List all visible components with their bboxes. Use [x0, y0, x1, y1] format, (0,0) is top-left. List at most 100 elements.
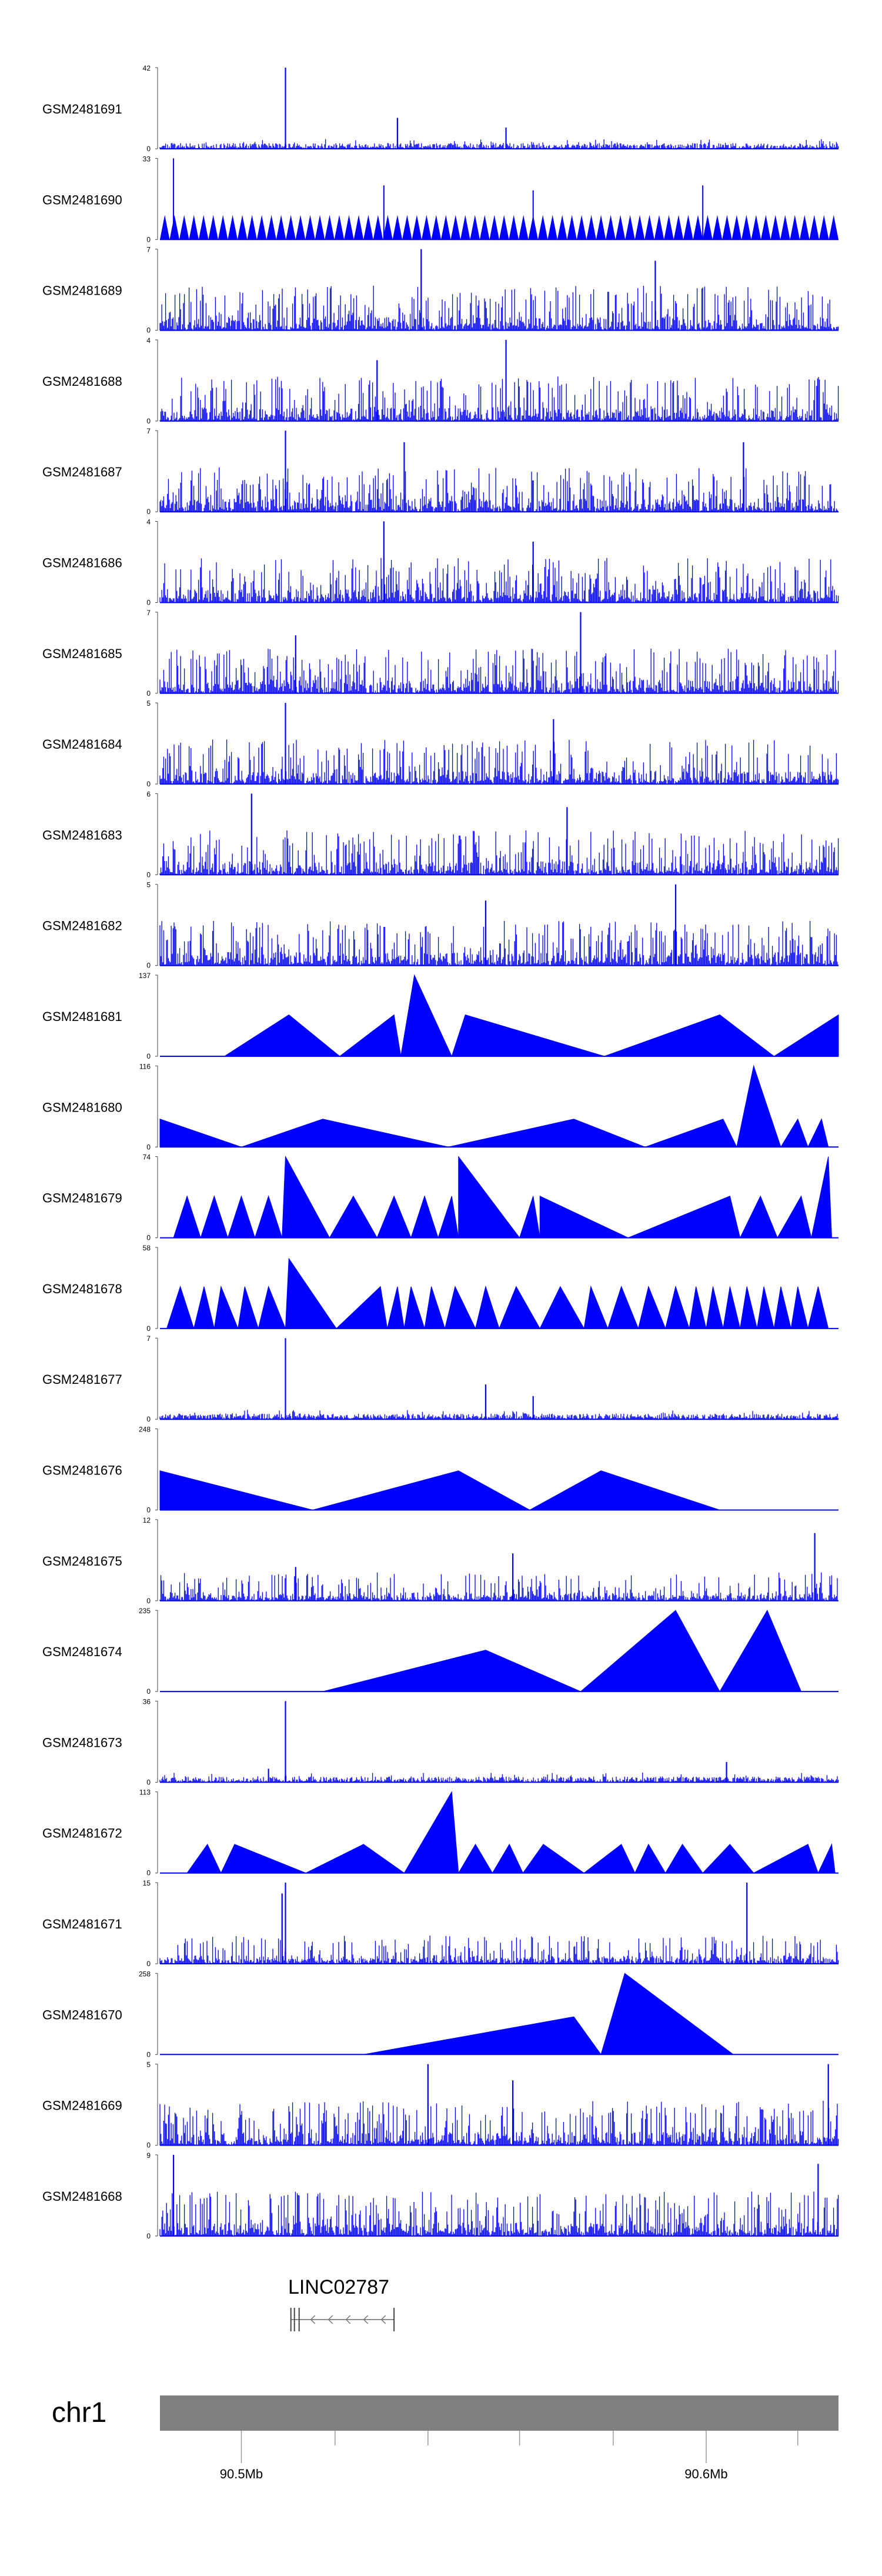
signal-peak: [811, 1156, 832, 1239]
signal-peak: [159, 1119, 242, 1147]
signal-peak: [664, 1843, 704, 1874]
signal-peak: [285, 1257, 337, 1329]
signal-peak: [282, 1155, 330, 1239]
strand-arrow: [363, 2315, 369, 2324]
signal-peak: [400, 974, 453, 1057]
signal-peak: [173, 1195, 201, 1239]
track-GSM2481689: GSM2481689 7 0: [42, 246, 839, 335]
signal-peak: [254, 1195, 283, 1239]
signal-peak: [166, 1285, 195, 1329]
signal-peak: [736, 1065, 781, 1147]
y-max-label: 74: [143, 1153, 151, 1162]
y-min-label: 0: [146, 1415, 151, 1423]
track-label: GSM2481671: [42, 1917, 122, 1931]
y-max-label: 116: [139, 1062, 151, 1070]
y-min-label: 0: [146, 417, 151, 425]
y-min-label: 0: [146, 1234, 151, 1242]
signal-bars: [159, 139, 839, 149]
signal-peak: [634, 1843, 666, 1874]
signal-peak: [739, 1195, 778, 1239]
track-label: GSM2481683: [42, 827, 122, 842]
signal-peak: [740, 1286, 758, 1329]
signal-peak: [223, 1014, 341, 1057]
signal-peak: [258, 1285, 286, 1329]
signal-peak: [499, 1286, 541, 1329]
signal-peak: [329, 1195, 378, 1239]
signal-peak: [665, 1285, 690, 1329]
signal-peak: [773, 1286, 791, 1329]
signal-peak: [451, 1014, 605, 1057]
track-label: GSM2481677: [42, 1372, 122, 1387]
y-min-label: 0: [146, 2141, 151, 2150]
track-GSM2481672: GSM2481672 113 0: [42, 1788, 838, 1877]
signal-peak: [312, 1470, 530, 1510]
y-min-label: 0: [146, 1597, 151, 1605]
y-max-label: 36: [143, 1697, 151, 1706]
y-max-label: 5: [146, 699, 151, 708]
track-label: GSM2481678: [42, 1282, 122, 1296]
y-max-label: 258: [139, 1970, 151, 1978]
track-GSM2481677: GSM2481677 7 0: [42, 1334, 839, 1423]
signal-peak: [607, 1286, 639, 1329]
signal-peak: [386, 1286, 405, 1329]
y-min-label: 0: [146, 689, 151, 698]
track-GSM2481688: GSM2481688 4 0: [42, 336, 839, 425]
signal-peak: [403, 1791, 459, 1874]
axis-tick-label: 90.6Mb: [684, 2467, 727, 2481]
y-max-label: 6: [146, 790, 151, 798]
chromosome-ideogram: [160, 2395, 838, 2431]
y-min-label: 0: [146, 1869, 151, 1877]
track-GSM2481668: GSM2481668 9 0: [42, 2151, 839, 2240]
strand-arrow: [345, 2315, 351, 2324]
signal-peak: [580, 1610, 720, 1692]
y-min-label: 0: [146, 2232, 151, 2240]
y-min-label: 0: [146, 1052, 151, 1060]
signal-peak: [445, 1286, 476, 1329]
signal-peak: [475, 1285, 500, 1329]
strand-arrow: [328, 2315, 333, 2324]
signal-peak: [376, 1195, 412, 1239]
track-label: GSM2481691: [42, 102, 122, 116]
track-label: GSM2481682: [42, 919, 122, 933]
y-min-label: 0: [146, 2050, 151, 2058]
signal-peak: [220, 1844, 306, 1874]
signal-area: [160, 215, 838, 240]
signal-peak: [403, 1286, 425, 1329]
signal-bars: [159, 2191, 839, 2236]
y-min-label: 0: [146, 870, 151, 879]
signal-peak: [723, 1286, 741, 1329]
signal-peak: [363, 2016, 602, 2055]
signal-peak: [807, 1286, 829, 1329]
track-label: GSM2481686: [42, 556, 122, 570]
strand-arrow: [380, 2315, 386, 2324]
signal-bars: [159, 2101, 839, 2145]
track-GSM2481673: GSM2481673 36 0: [42, 1697, 839, 1786]
signal-bars: [159, 376, 839, 421]
signal-peak: [539, 1286, 585, 1329]
signal-peak: [437, 1196, 459, 1239]
y-min-label: 0: [146, 1687, 151, 1696]
y-max-label: 113: [139, 1788, 151, 1797]
signal-bars: [159, 649, 839, 693]
signal-peak: [583, 1844, 636, 1874]
signal-bars: [159, 558, 839, 603]
signal-peak: [790, 1286, 808, 1329]
signal-peak: [200, 1195, 229, 1239]
y-max-label: 42: [143, 64, 151, 72]
signal-peak: [777, 1195, 812, 1239]
y-max-label: 7: [146, 1334, 151, 1343]
track-label: GSM2481674: [42, 1644, 122, 1659]
signal-peak: [600, 1973, 734, 2055]
axis-tick-label: 90.5Mb: [220, 2467, 263, 2481]
signal-peak: [583, 1285, 609, 1329]
signal-peak: [773, 1014, 839, 1057]
y-max-label: 4: [146, 518, 151, 526]
track-GSM2481683: GSM2481683 6 0: [42, 790, 839, 879]
signal-peak: [817, 1843, 836, 1874]
track-GSM2481674: GSM2481674 235 0: [42, 1607, 838, 1696]
signal-bars: [159, 1772, 839, 1783]
y-min-label: 0: [146, 1778, 151, 1786]
signal-peak: [719, 1609, 802, 1692]
signal-peak: [780, 1118, 808, 1147]
gene-model: [290, 2308, 395, 2331]
